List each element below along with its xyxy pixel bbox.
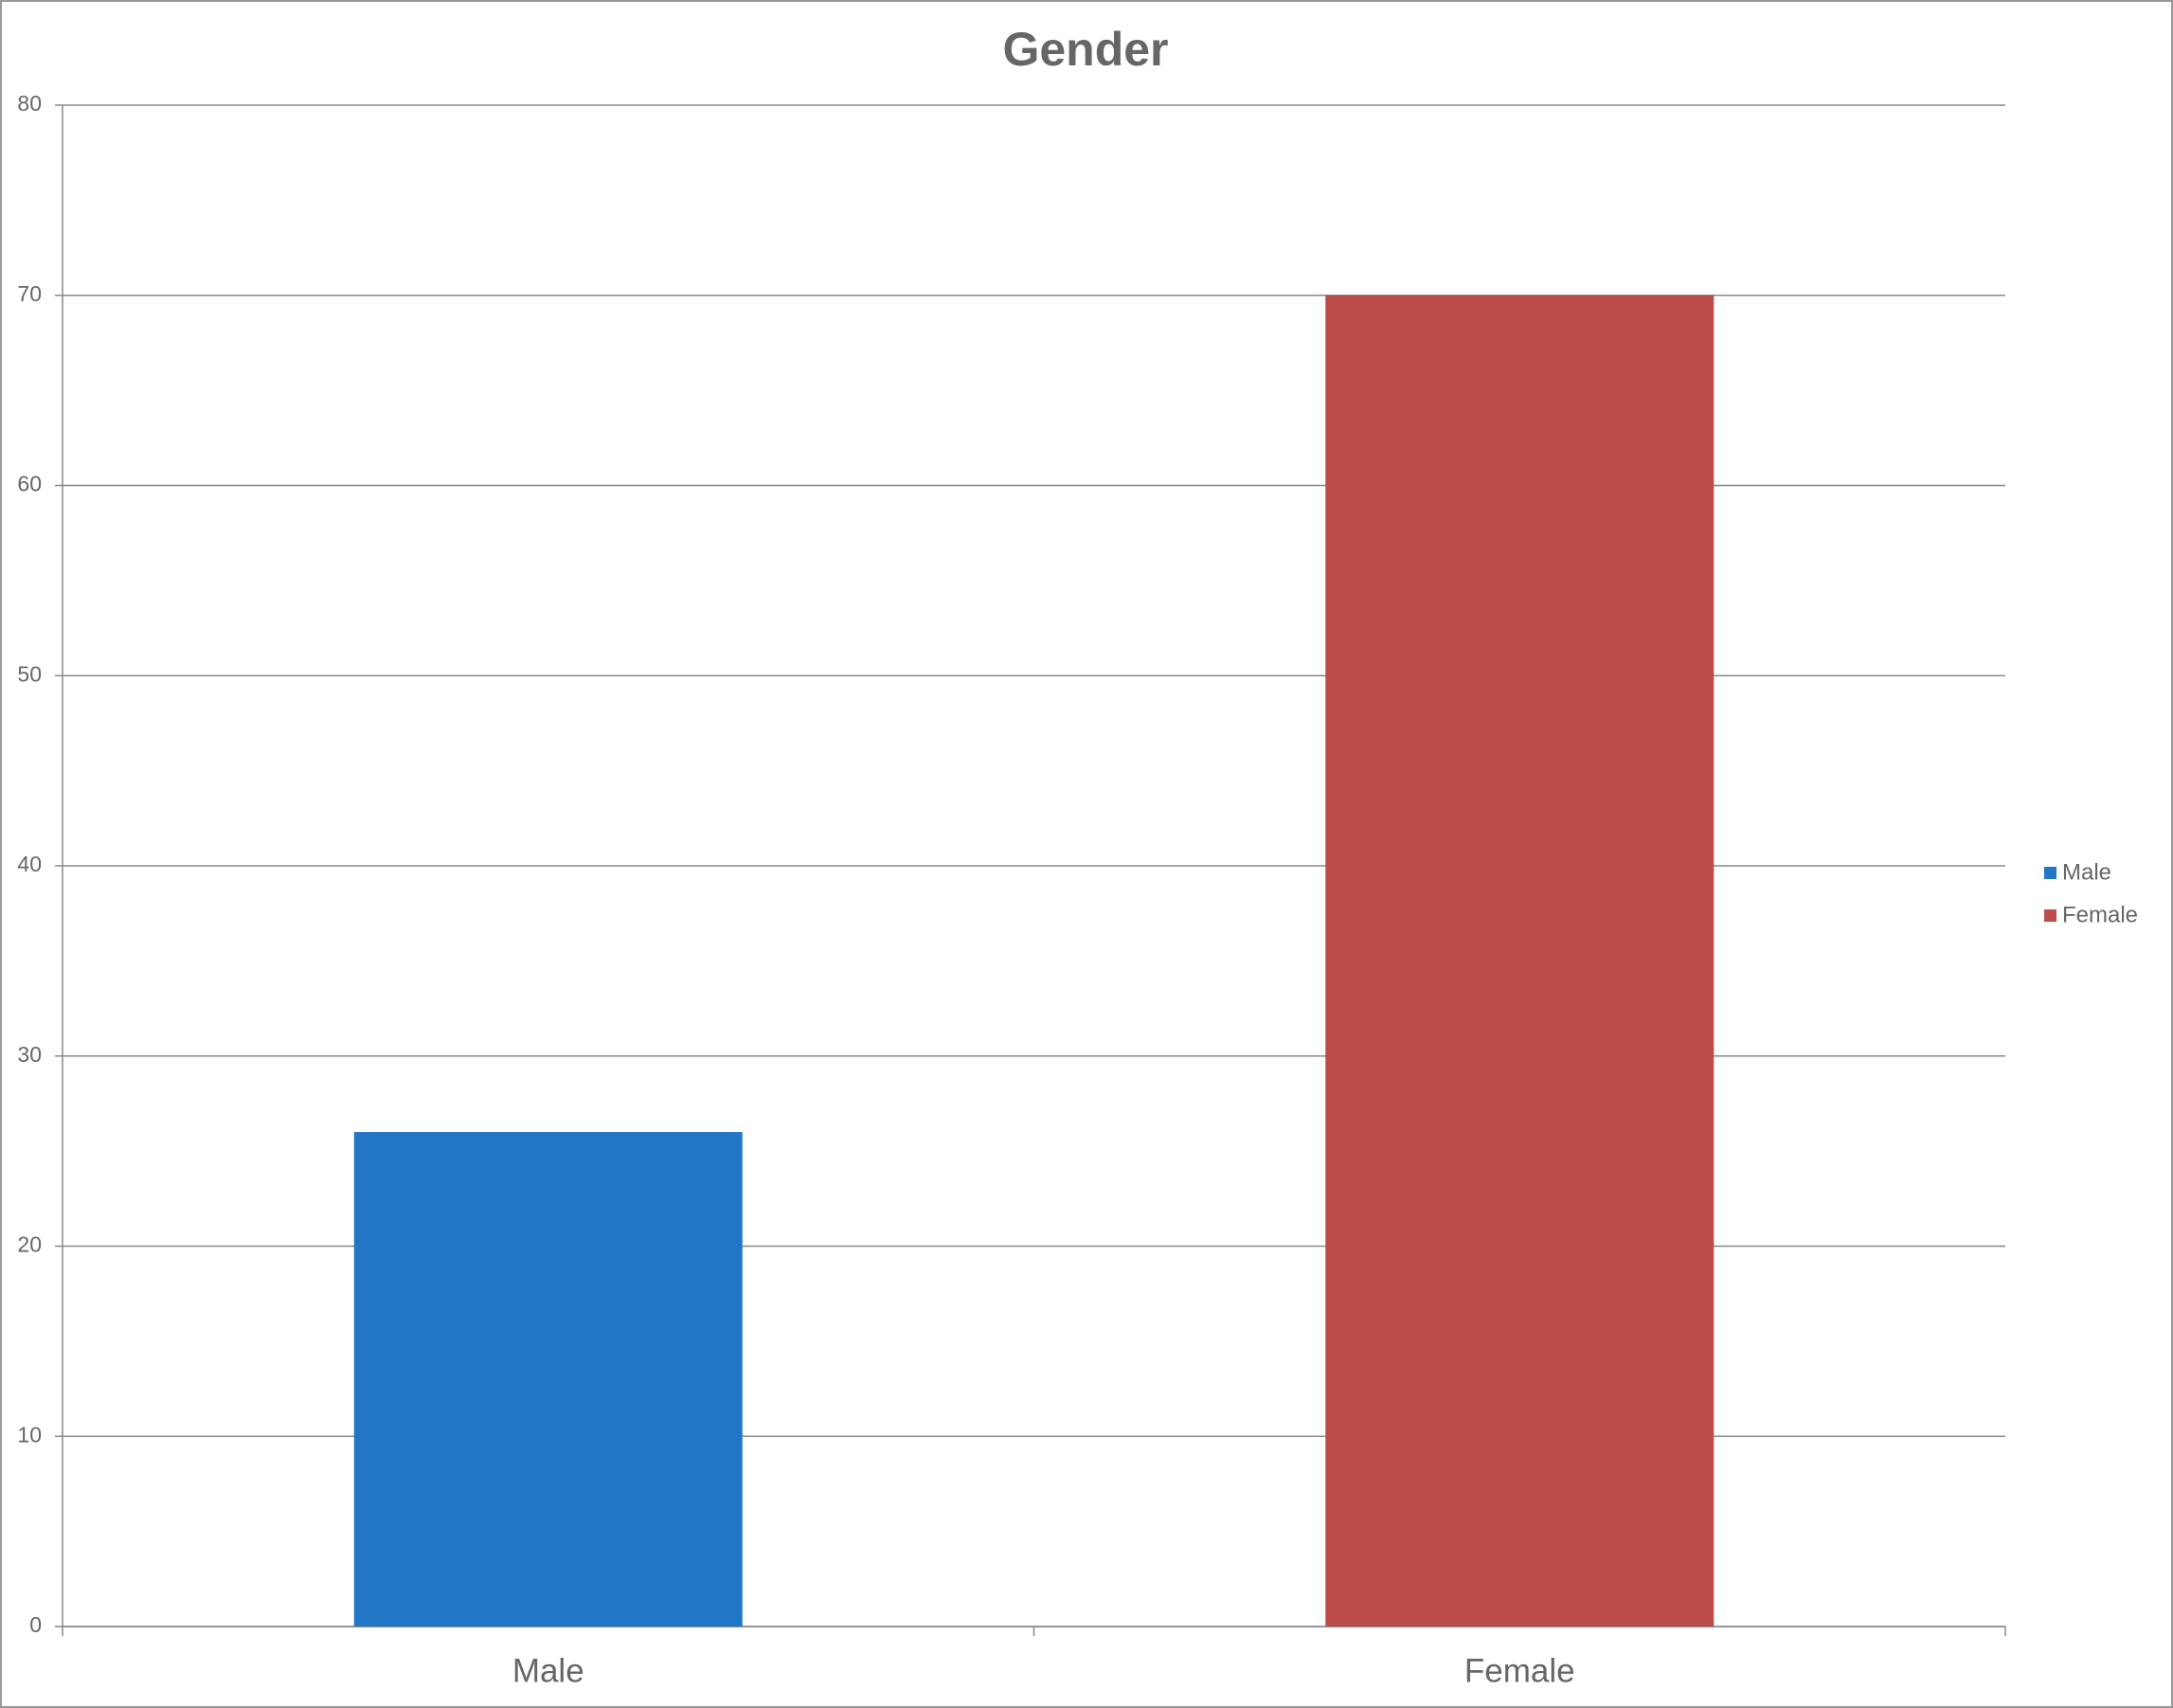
legend-label: Male — [2062, 859, 2111, 885]
y-tick-label: 30 — [17, 1042, 42, 1067]
bar — [1325, 295, 1715, 1627]
y-tick-label: 10 — [17, 1422, 42, 1447]
legend-swatch — [2044, 909, 2056, 922]
y-tick-label: 20 — [17, 1232, 42, 1257]
y-tick-label: 0 — [29, 1612, 42, 1637]
y-tick-label: 80 — [17, 91, 42, 116]
x-tick-label: Male — [512, 1652, 584, 1689]
y-tick-label: 50 — [17, 661, 42, 686]
x-tick-label: Female — [1464, 1652, 1575, 1689]
legend-swatch — [2044, 867, 2056, 879]
legend-label: Female — [2062, 902, 2138, 927]
chart-title: Gender — [1002, 23, 1168, 76]
y-tick-label: 70 — [17, 281, 42, 306]
y-tick-label: 60 — [17, 472, 42, 496]
bar — [353, 1132, 743, 1627]
y-tick-label: 40 — [17, 852, 42, 876]
